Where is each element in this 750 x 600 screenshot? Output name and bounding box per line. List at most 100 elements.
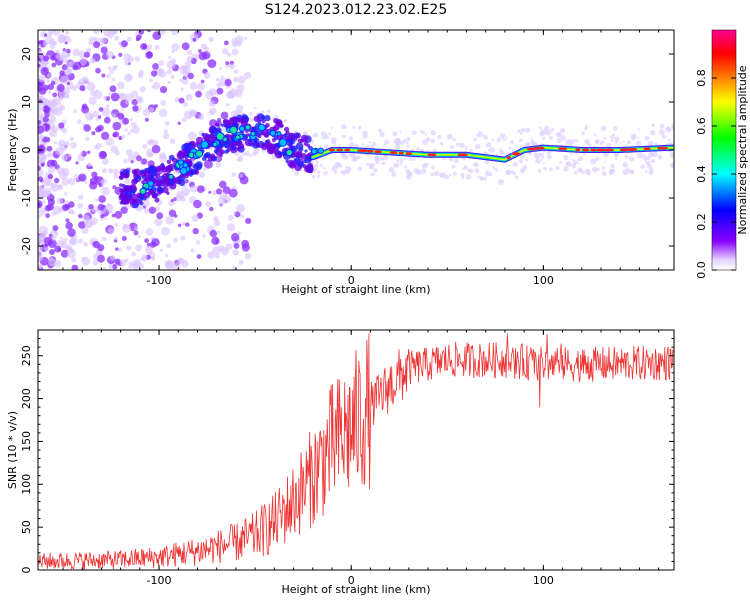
noise-blob	[57, 33, 67, 43]
ridge-peak	[317, 147, 325, 155]
noise-blob	[48, 110, 55, 117]
noise-blob	[525, 158, 529, 162]
noise-blob	[38, 153, 47, 162]
noise-blob	[38, 176, 44, 182]
noise-blob	[464, 145, 468, 149]
noise-blob	[151, 144, 161, 154]
noise-blob	[200, 43, 207, 50]
noise-blob	[132, 258, 142, 268]
noise-blob	[216, 230, 221, 235]
ridge-cloud	[148, 166, 156, 174]
noise-blob	[195, 240, 201, 245]
noise-blob	[61, 177, 70, 186]
noise-blob	[325, 135, 329, 140]
noise-blob	[58, 208, 62, 212]
noise-blob	[133, 226, 139, 231]
noise-blob	[144, 117, 149, 122]
noise-blob	[198, 49, 202, 53]
ridge-cloud	[189, 168, 196, 175]
colorbar-tick-label: 0.0	[695, 261, 708, 279]
noise-blob	[581, 131, 585, 136]
noise-blob	[170, 198, 174, 203]
noise-blob	[117, 81, 125, 90]
noise-blob	[449, 145, 454, 149]
noise-blob	[82, 214, 91, 223]
noise-blob	[126, 36, 132, 42]
noise-blob	[100, 151, 107, 158]
noise-blob	[131, 251, 136, 257]
noise-blob	[173, 237, 179, 243]
noise-blob	[406, 171, 411, 176]
noise-blob	[647, 140, 654, 147]
ridge-cloud	[237, 143, 245, 150]
y-tick-label: 200	[20, 388, 33, 409]
noise-blob	[205, 201, 211, 207]
noise-blob	[98, 107, 104, 112]
noise-blob	[237, 75, 246, 84]
noise-blob	[78, 194, 84, 200]
noise-blob	[211, 236, 220, 245]
noise-blob	[216, 87, 224, 95]
noise-blob	[152, 63, 159, 70]
noise-blob	[603, 137, 607, 140]
noise-blob	[473, 137, 477, 142]
noise-blob	[558, 161, 562, 164]
noise-blob	[188, 131, 197, 141]
noise-blob	[97, 115, 102, 119]
noise-blob	[101, 158, 109, 166]
noise-blob	[129, 118, 133, 122]
noise-blob	[610, 134, 615, 140]
noise-blob	[81, 76, 89, 83]
noise-blob	[650, 158, 655, 164]
noise-blob	[232, 41, 238, 48]
noise-blob	[372, 172, 376, 176]
ridge-peak	[374, 150, 382, 154]
noise-blob	[455, 142, 460, 146]
noise-blob	[291, 168, 295, 172]
noise-blob	[184, 179, 189, 184]
ridge-cloud	[151, 193, 157, 199]
noise-blob	[651, 123, 656, 127]
noise-blob	[195, 90, 202, 98]
ridge-cloud	[291, 145, 298, 153]
noise-blob	[46, 145, 53, 152]
noise-blob	[154, 104, 159, 108]
noise-blob	[262, 138, 265, 142]
noise-blob	[100, 180, 105, 184]
ridge-cloud	[136, 175, 140, 179]
ridge-peak	[457, 153, 468, 157]
noise-blob	[56, 83, 65, 92]
noise-blob	[406, 144, 410, 149]
noise-blob	[231, 233, 240, 242]
noise-blob	[134, 56, 140, 62]
noise-blob	[541, 132, 545, 136]
noise-blob	[452, 171, 457, 176]
noise-blob	[70, 257, 77, 263]
noise-blob	[101, 186, 110, 196]
noise-blob	[215, 188, 223, 195]
noise-blob	[560, 135, 567, 141]
noise-blob	[669, 152, 674, 158]
noise-blob	[52, 225, 59, 232]
noise-blob	[136, 155, 142, 162]
colorbar-label: Normalized spectral amplitude	[736, 65, 749, 234]
noise-blob	[123, 73, 133, 83]
noise-blob	[624, 154, 629, 159]
noise-blob	[165, 262, 169, 266]
ridge-cloud	[290, 160, 297, 167]
ridge-cloud	[162, 186, 169, 194]
ridge-cloud	[283, 133, 288, 138]
noise-blob	[38, 74, 46, 83]
noise-blob	[505, 136, 508, 139]
noise-blob	[433, 170, 440, 177]
noise-blob	[166, 69, 172, 75]
noise-blob	[135, 244, 143, 252]
ridge-cloud	[231, 145, 237, 151]
noise-blob	[139, 85, 146, 93]
ridge-cloud	[184, 152, 189, 157]
noise-blob	[422, 139, 429, 146]
noise-blob	[448, 156, 453, 162]
noise-blob	[92, 30, 100, 35]
noise-blob	[648, 169, 654, 176]
noise-blob	[56, 52, 64, 61]
